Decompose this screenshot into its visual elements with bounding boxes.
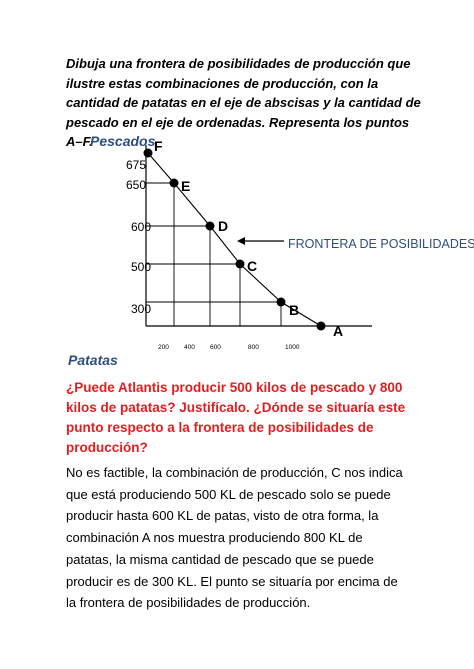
exercise-instructions: Dibuja una frontera de posibilidades de …: [66, 56, 421, 149]
frontier-line: [147, 152, 322, 327]
point-b: [276, 297, 286, 307]
x-tick-label: 600: [210, 344, 221, 351]
arrow-head-icon: [237, 237, 245, 245]
x-tick-labels: 200 400 600 800 1000: [158, 344, 300, 351]
x-tick-label: 400: [184, 344, 195, 351]
point-f: [143, 148, 153, 158]
y-tick-label: 675: [126, 158, 146, 172]
chart-axes: [145, 145, 372, 327]
point-c: [235, 259, 245, 269]
frontier-annotation: FRONTERA DE POSIBILIDADES: [237, 237, 474, 251]
point-label-b: B: [289, 302, 299, 318]
point-a: [316, 321, 326, 331]
point-label-e: E: [181, 178, 190, 194]
x-axis-label: Patatas: [68, 352, 118, 368]
point-label-f: F: [154, 138, 163, 154]
dropped-lines: [146, 182, 282, 326]
y-tick-label: 300: [131, 302, 151, 316]
x-tick-label: 800: [248, 344, 259, 351]
frontier-curve: [147, 152, 322, 327]
x-tick-label: 1000: [285, 344, 300, 351]
y-tick-labels: 300 500 600 650 675: [126, 158, 151, 316]
point-label-c: C: [247, 258, 257, 274]
y-axis-label: Pescados: [90, 133, 156, 149]
point-d: [205, 221, 215, 231]
frontier-label: FRONTERA DE POSIBILIDADES: [288, 237, 474, 251]
y-tick-label: 650: [126, 178, 146, 192]
exercise-answer: No es factible, la combinación de produc…: [66, 465, 403, 611]
exercise-question: ¿Puede Atlantis producir 500 kilos de pe…: [66, 380, 406, 455]
y-tick-label: 600: [131, 220, 151, 234]
frontier-points: F E D C B A: [143, 138, 343, 339]
y-tick-label: 500: [131, 260, 151, 274]
point-label-d: D: [218, 218, 228, 234]
point-e: [169, 178, 179, 188]
x-tick-label: 200: [158, 344, 169, 351]
point-label-a: A: [333, 323, 343, 339]
